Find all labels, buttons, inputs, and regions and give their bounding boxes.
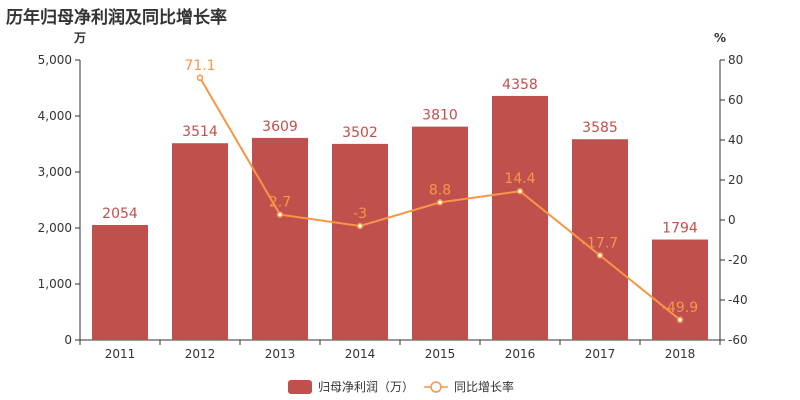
line-data-label: 71.1 <box>184 58 215 74</box>
x-tick-label: 2011 <box>105 347 136 361</box>
bar <box>332 143 388 340</box>
y-right-tick-label: 40 <box>728 133 743 147</box>
bar <box>172 143 228 340</box>
bar-data-label: 3609 <box>262 119 298 135</box>
y-left-tick-label: 2,000 <box>38 221 72 235</box>
line-point <box>596 252 604 259</box>
bar-data-label: 2054 <box>102 206 138 222</box>
y-right-tick-label: -20 <box>728 253 748 267</box>
y-left-unit: 万 <box>73 31 86 45</box>
line-point <box>276 211 284 218</box>
line-data-label: 14.4 <box>504 171 535 187</box>
line-data-label: -49.9 <box>662 300 698 316</box>
line-point <box>196 74 204 82</box>
bar-data-label: 1794 <box>662 221 698 237</box>
x-tick-label: 2012 <box>185 347 216 361</box>
bar-data-label: 4358 <box>502 77 538 93</box>
x-tick-label: 2018 <box>665 347 696 361</box>
line-point <box>436 199 444 206</box>
chart-title: 历年归母净利润及同比增长率 <box>6 8 227 28</box>
y-left-tick-label: 0 <box>64 333 72 347</box>
y-left-tick-label: 3,000 <box>38 165 72 179</box>
y-left-tick-label: 5,000 <box>38 53 72 67</box>
bar-data-label: 3585 <box>582 120 618 136</box>
x-tick-label: 2017 <box>585 347 616 361</box>
y-right-unit: % <box>714 31 726 45</box>
bar <box>412 126 468 340</box>
bar-data-label: 3514 <box>182 124 218 140</box>
x-tick-label: 2013 <box>265 347 296 361</box>
line-data-label: -3 <box>353 206 367 222</box>
line-data-label: 8.8 <box>429 182 451 198</box>
legend-bar-label: 归母净利润（万） <box>318 380 414 394</box>
legend-bar-swatch <box>288 380 312 394</box>
legend-line-marker <box>430 381 442 393</box>
y-left-tick-label: 4,000 <box>38 109 72 123</box>
line-data-label: 2.7 <box>269 195 291 211</box>
x-tick-label: 2015 <box>425 347 456 361</box>
line-point <box>356 222 364 230</box>
y-left-tick-label: 1,000 <box>38 277 72 291</box>
y-right-tick-label: 80 <box>728 53 743 67</box>
bar-data-label: 3810 <box>422 108 458 124</box>
line-data-label: -17.7 <box>582 235 618 251</box>
line-point <box>516 187 524 195</box>
x-tick-label: 2014 <box>345 347 376 361</box>
legend-line-label: 同比增长率 <box>454 379 514 394</box>
y-right-tick-label: -40 <box>728 293 748 307</box>
x-tick-label: 2016 <box>505 347 536 361</box>
bar <box>92 224 148 340</box>
bar <box>652 239 708 340</box>
y-right-tick-label: -60 <box>728 333 748 347</box>
bar <box>492 95 548 341</box>
y-right-tick-label: 0 <box>728 213 736 227</box>
line-point <box>676 316 684 324</box>
y-right-tick-label: 20 <box>728 173 743 187</box>
bar-data-label: 3502 <box>342 125 378 141</box>
bar <box>252 137 308 340</box>
y-right-tick-label: 60 <box>728 93 743 107</box>
